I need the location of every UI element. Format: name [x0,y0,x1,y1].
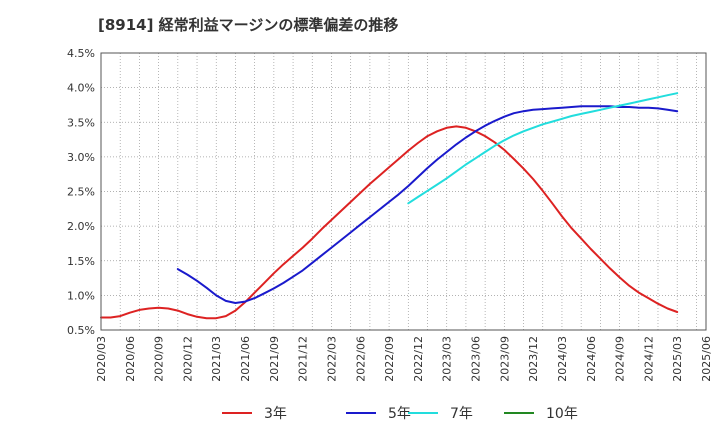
x-tick-label: 2023/06 [470,336,483,382]
x-tick-label: 2023/03 [441,336,454,382]
y-tick-label: 4.0% [67,82,95,95]
x-tick-label: 2021/12 [297,336,310,382]
series-line-3年 [100,125,679,320]
plot-area-frame [100,52,707,331]
x-tick-label: 2020/06 [124,336,137,382]
x-tick-label: 2024/09 [614,336,627,382]
legend-label-3年: 3年 [264,406,287,422]
series-line-5年 [176,105,679,304]
x-tick-label: 2025/06 [700,336,713,382]
series-line-7年 [407,92,679,205]
legend-label-7年: 7年 [450,406,473,422]
x-tick-label: 2021/09 [268,336,281,382]
x-tick-label: 2020/12 [181,336,194,382]
y-tick-label: 2.0% [67,220,95,233]
y-tick-label: 3.5% [67,116,95,129]
x-tick-label: 2022/03 [325,336,338,382]
legend-label-10年: 10年 [546,406,578,422]
x-tick-label: 2022/06 [354,336,367,382]
grid-lines [101,52,706,331]
x-tick-label: 2025/03 [671,336,684,382]
x-tick-label: 2022/12 [412,336,425,382]
x-tick-label: 2020/03 [95,336,108,382]
x-tick-label: 2020/09 [153,336,166,382]
chart-title: [8914] 経常利益マージンの標準偏差の推移 [98,16,399,34]
y-tick-label: 0.5% [67,324,95,337]
x-tick-label: 2024/12 [642,336,655,382]
y-tick-label: 4.5% [67,47,95,60]
y-axis-tick-labels: 0.5% 1.0% 1.5% 2.0% 2.5% 3.0% 3.5% 4.0% 4.5% [67,47,95,337]
legend: 3年 5年 7年 10年 [222,406,578,422]
y-tick-label: 3.0% [67,151,95,164]
x-tick-label: 2021/06 [239,336,252,382]
x-tick-label: 2023/09 [498,336,511,382]
x-axis-tick-labels: 2020/03 2020/06 2020/09 2020/12 2021/03 2021/… [95,336,713,382]
y-tick-label: 1.5% [67,255,95,268]
x-tick-label: 2023/12 [527,336,540,382]
y-tick-label: 1.0% [67,289,95,302]
series-lines [100,92,679,320]
y-tick-label: 2.5% [67,186,95,199]
x-tick-label: 2021/03 [210,336,223,382]
x-tick-label: 2024/06 [585,336,598,382]
legend-label-5年: 5年 [388,406,411,422]
x-tick-label: 2024/03 [556,336,569,382]
x-tick-label: 2022/09 [383,336,396,382]
